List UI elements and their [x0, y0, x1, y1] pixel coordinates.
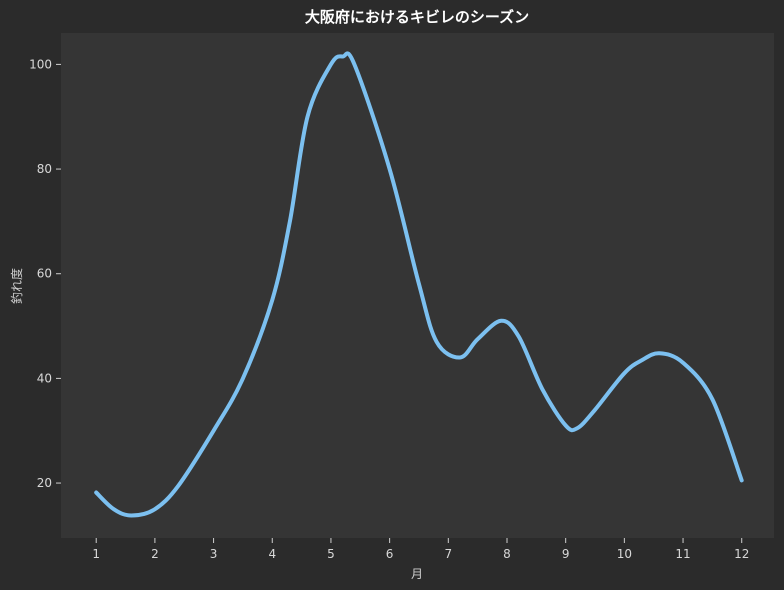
x-tick-label: 3 [210, 547, 218, 561]
y-tick-label: 60 [37, 267, 52, 281]
x-tick-label: 7 [444, 547, 452, 561]
chart-title: 大阪府におけるキビレのシーズン [305, 8, 529, 26]
y-tick-label: 100 [29, 57, 52, 71]
x-tick-label: 6 [386, 547, 394, 561]
x-tick-label: 1 [92, 547, 100, 561]
y-tick-label: 20 [37, 476, 52, 490]
x-tick-label: 10 [617, 547, 632, 561]
x-axis-label: 月 [411, 567, 423, 581]
x-tick-label: 9 [562, 547, 570, 561]
x-tick-label: 5 [327, 547, 335, 561]
y-tick-label: 80 [37, 162, 52, 176]
x-axis: 1 2 3 4 5 6 7 8 9 10 11 12 [92, 538, 749, 561]
y-axis: 20 40 60 80 100 [29, 57, 61, 490]
y-tick-label: 40 [37, 371, 52, 385]
x-tick-label: 11 [675, 547, 690, 561]
x-tick-label: 8 [503, 547, 511, 561]
x-tick-label: 2 [151, 547, 159, 561]
y-axis-label: 釣れ度 [9, 268, 24, 304]
series-line [94, 51, 744, 518]
x-tick-label: 12 [734, 547, 749, 561]
x-tick-label: 4 [268, 547, 276, 561]
